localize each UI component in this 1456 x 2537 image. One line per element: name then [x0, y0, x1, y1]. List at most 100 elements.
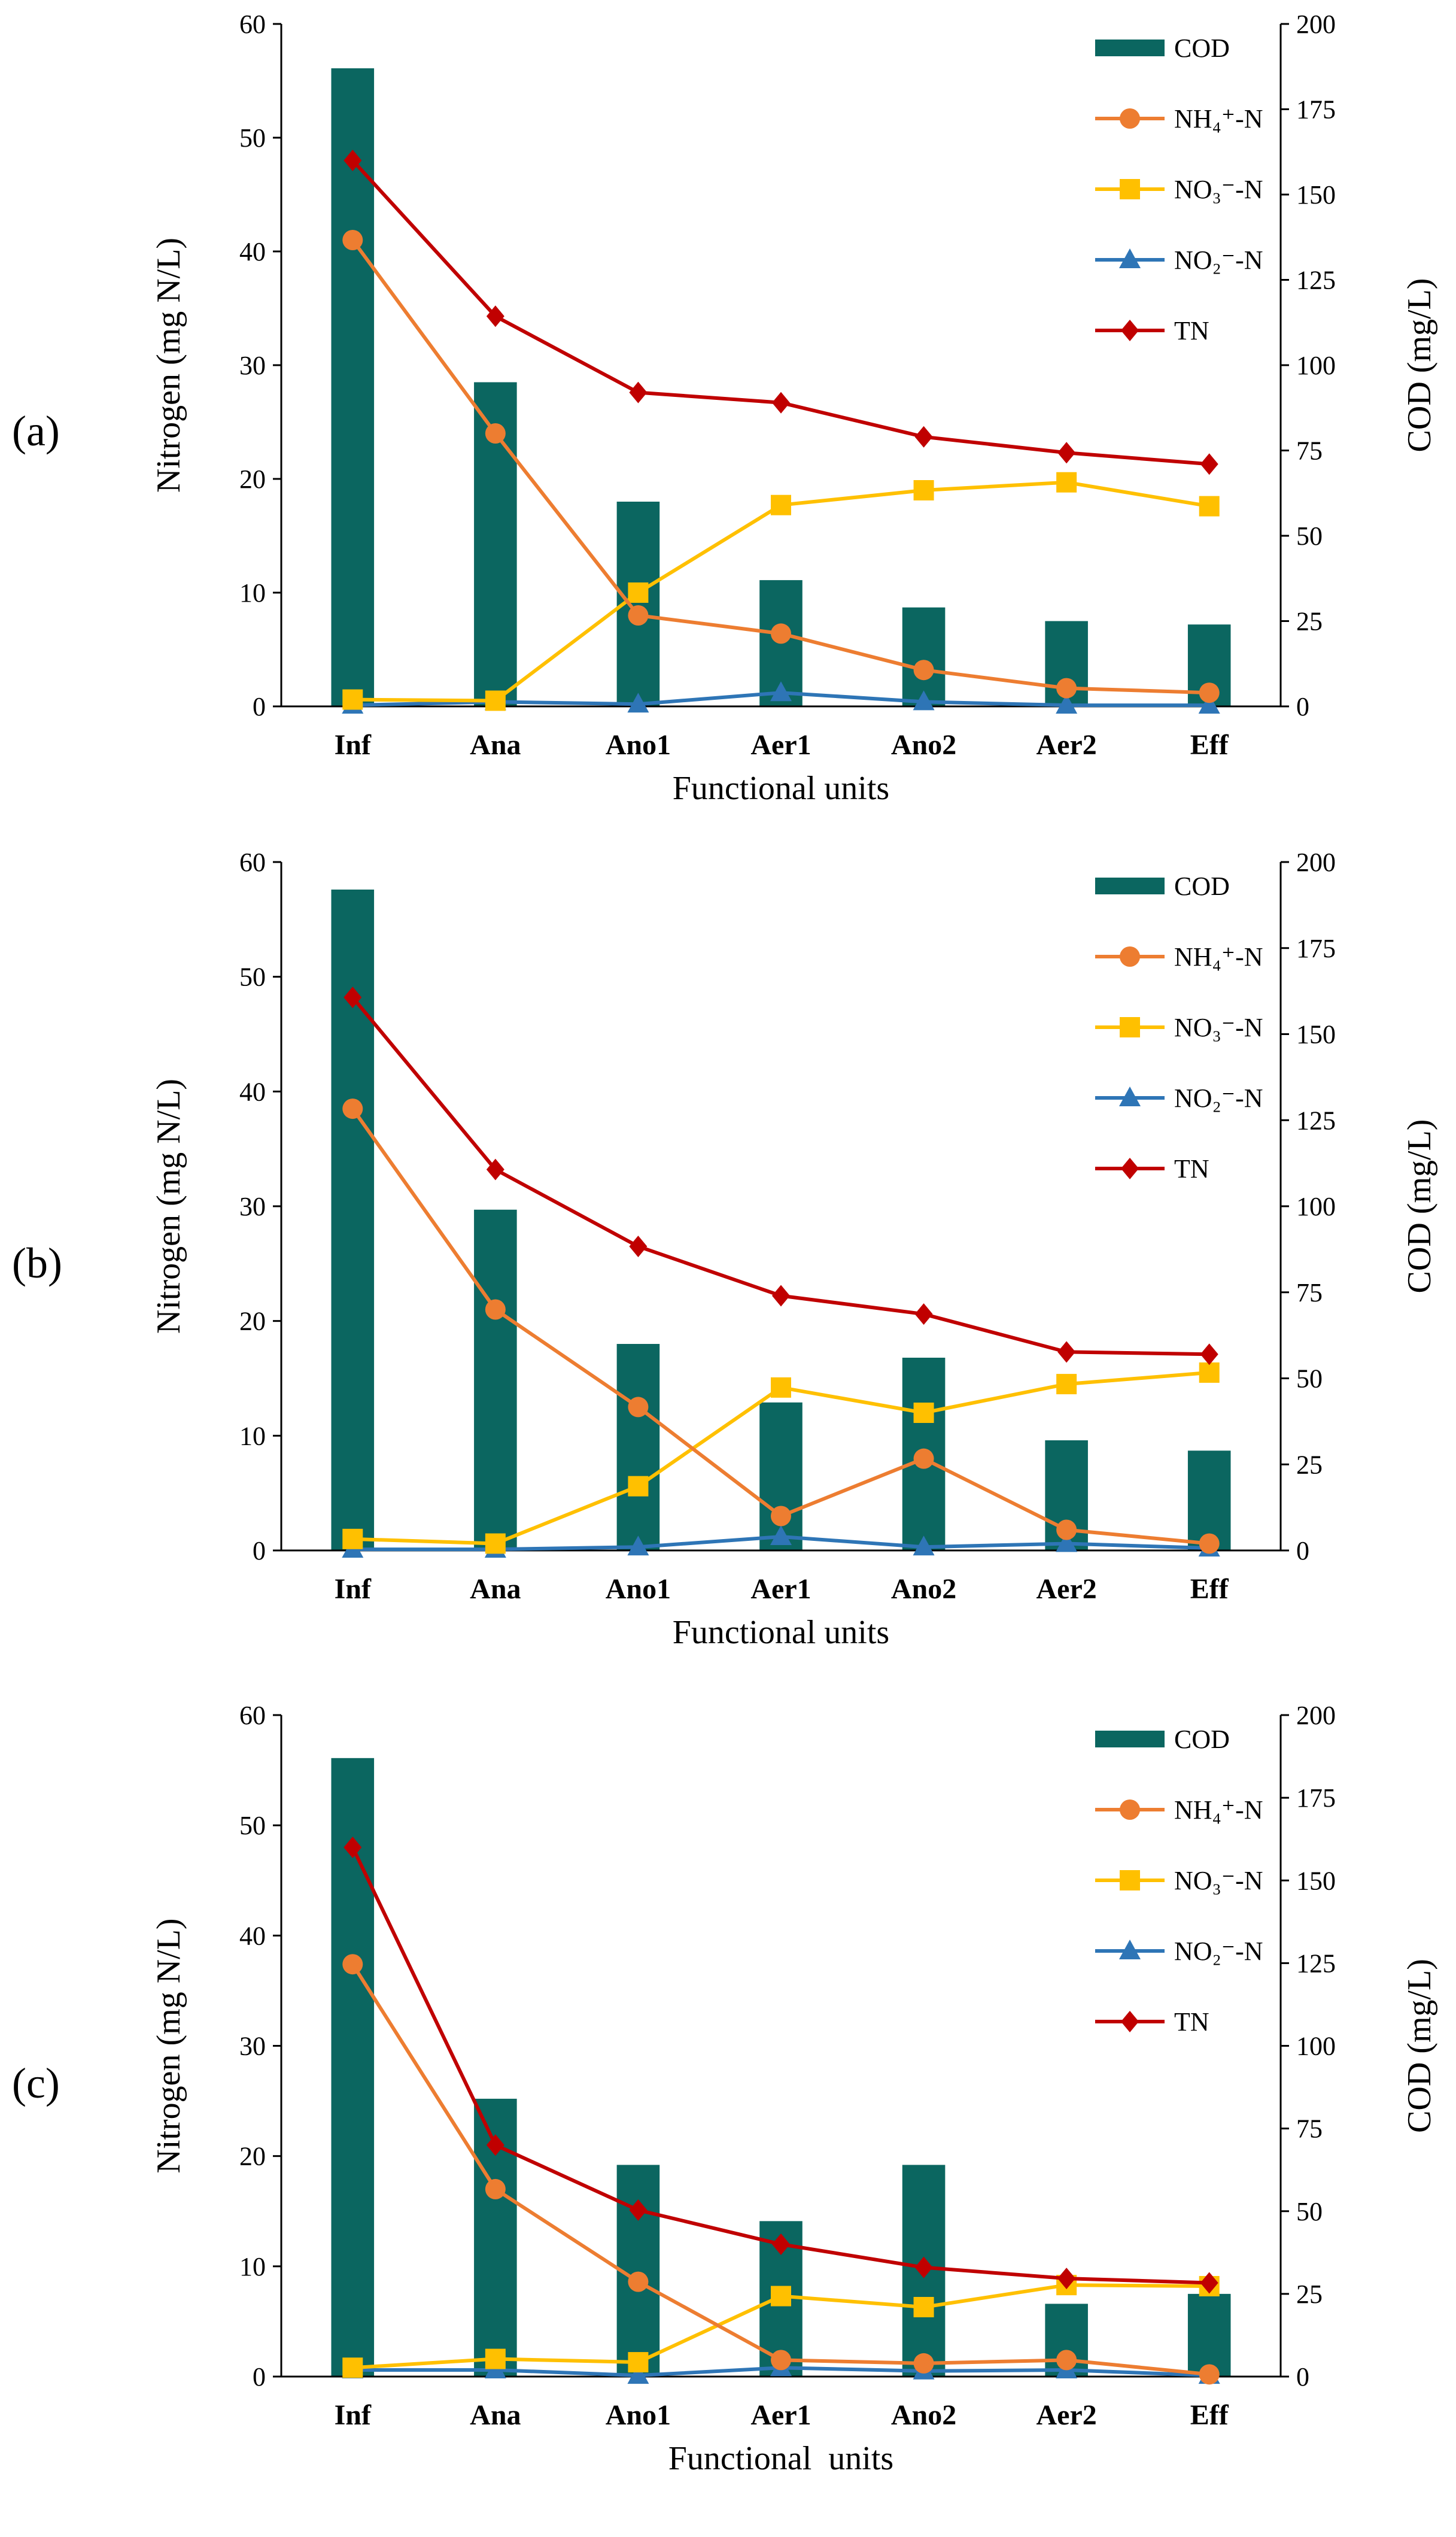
right-tick-label: 175: [1296, 934, 1336, 963]
nh4-point-ano2: [913, 660, 934, 681]
nh4-point-eff: [1199, 682, 1220, 703]
left-tick-label: 30: [239, 1192, 266, 1221]
tn-point-eff: [1200, 2272, 1218, 2294]
legend-label: NH₄⁺-N: [1174, 104, 1263, 133]
right-tick-label: 0: [1296, 2362, 1309, 2392]
right-tick-label: 50: [1296, 2197, 1323, 2226]
no3-point-eff: [1199, 1362, 1220, 1383]
right-tick-label: 25: [1296, 607, 1323, 636]
right-tick-label: 0: [1296, 1536, 1309, 1565]
legend-label: COD: [1174, 1725, 1230, 1754]
right-tick-label: 75: [1296, 2114, 1323, 2144]
legend-marker: [1121, 1158, 1139, 1179]
left-tick-label: 20: [239, 1307, 266, 1336]
nh4-point-inf: [342, 1954, 363, 1975]
right-tick-label: 0: [1296, 692, 1309, 721]
left-tick-label: 60: [239, 10, 266, 39]
left-tick-label: 30: [239, 2032, 266, 2061]
left-tick-label: 20: [239, 2142, 266, 2171]
chart-panel-3: (c) 0 10 20 30 40 50 60 0 25 50 75 100 125 150 175 200 In…: [12, 1701, 1438, 2477]
legend-marker: [1119, 248, 1141, 268]
left-tick-label: 50: [239, 963, 266, 992]
left-axis-title: Nitrogen (mg N/L): [150, 1918, 187, 2173]
left-tick-label: 10: [239, 1421, 266, 1450]
legend-label: NH₄⁺-N: [1174, 942, 1263, 972]
tn-point-ana: [486, 1158, 504, 1181]
left-tick-label: 40: [239, 237, 266, 266]
legend-swatch: [1095, 1731, 1165, 1747]
tn-point-aer1: [772, 2233, 790, 2255]
nh4-point-eff: [1199, 1533, 1220, 1554]
no2-point-aer2: [1056, 694, 1078, 714]
right-tick-label: 125: [1296, 1106, 1336, 1135]
no2-point-ano2: [913, 1535, 935, 1556]
nh4-point-inf: [342, 1098, 363, 1119]
right-tick-label: 175: [1296, 95, 1336, 125]
legend-entry-tn: TN: [1095, 316, 1209, 345]
legend-label: NO₃⁻-N: [1174, 1866, 1263, 1895]
tn-point-aer2: [1057, 1341, 1076, 1363]
legend-entry-nh4: NH₄⁺-N: [1095, 1795, 1263, 1825]
no3-point-aer1: [771, 1377, 791, 1398]
cod-bar-eff: [1187, 2293, 1231, 2377]
right-tick-label: 25: [1296, 1450, 1323, 1479]
tn-point-eff: [1200, 453, 1218, 475]
legend-entry-nh4: NH₄⁺-N: [1095, 104, 1263, 133]
no2-point-aer1: [770, 1525, 792, 1545]
no3-point-ano2: [913, 1403, 934, 1423]
category-label-aer2: Aer2: [1036, 1573, 1097, 1605]
category-label-inf: Inf: [335, 1573, 372, 1605]
right-tick-label: 100: [1296, 1192, 1336, 1221]
nh4-point-aer1: [771, 623, 791, 644]
legend-marker: [1121, 320, 1139, 341]
right-tick-label: 75: [1296, 1278, 1323, 1307]
legend-entry-no3: NO₃⁻-N: [1095, 1013, 1263, 1042]
right-tick-label: 150: [1296, 1020, 1336, 1049]
tn-point-inf: [344, 987, 362, 1009]
legend-marker: [1119, 1940, 1141, 1959]
legend-marker: [1120, 1870, 1140, 1890]
no3-point-ana: [485, 690, 506, 711]
right-tick-label: 50: [1296, 521, 1323, 551]
right-tick-label: 125: [1296, 266, 1336, 295]
legend-entry-cod: COD: [1095, 34, 1230, 63]
nh4-point-inf: [342, 230, 363, 250]
tn-point-aer2: [1057, 442, 1076, 464]
left-axis-title: Nitrogen (mg N/L): [150, 1079, 187, 1334]
legend-label: NO₃⁻-N: [1174, 1013, 1263, 1042]
tn-point-aer1: [772, 392, 790, 414]
no2-point-ano2: [913, 690, 935, 711]
right-tick-label: 200: [1296, 10, 1336, 39]
no2-point-eff: [1198, 694, 1220, 714]
category-label-ano1: Ano1: [606, 1573, 671, 1605]
category-label-aer1: Aer1: [750, 1573, 811, 1605]
tn-point-ana: [486, 305, 504, 327]
nh4-point-ano1: [628, 605, 649, 626]
no3-point-aer2: [1056, 1374, 1077, 1395]
nh4-point-aer2: [1056, 678, 1077, 699]
left-tick-label: 0: [253, 2362, 266, 2392]
cod-bar-ano2: [902, 607, 946, 706]
tn-point-aer1: [772, 1285, 790, 1307]
right-tick-label: 175: [1296, 1783, 1336, 1813]
no3-point-aer1: [771, 494, 791, 515]
no3-point-ano2: [913, 480, 934, 500]
no3-point-eff: [1199, 496, 1220, 517]
category-label-ana: Ana: [470, 1573, 521, 1605]
chart-panel-1: (a) 0 10 20 30 40 50 60 0 25 50 75 100 125 150 175 200 In…: [12, 10, 1438, 807]
legend-entry-no2: NO₂⁻-N: [1095, 1937, 1263, 1966]
legend-marker: [1120, 1799, 1140, 1820]
left-tick-label: 20: [239, 465, 266, 494]
left-tick-label: 30: [239, 351, 266, 380]
left-tick-label: 10: [239, 578, 266, 608]
left-tick-label: 50: [239, 123, 266, 153]
category-label-aer2: Aer2: [1036, 2399, 1097, 2431]
category-label-ano2: Ano2: [891, 2399, 956, 2431]
no3-point-inf: [342, 1528, 363, 1549]
nh4-point-ano1: [628, 1397, 649, 1418]
no3-point-aer1: [771, 2286, 791, 2307]
category-label-aer1: Aer1: [750, 729, 811, 761]
legend-marker: [1120, 108, 1140, 129]
